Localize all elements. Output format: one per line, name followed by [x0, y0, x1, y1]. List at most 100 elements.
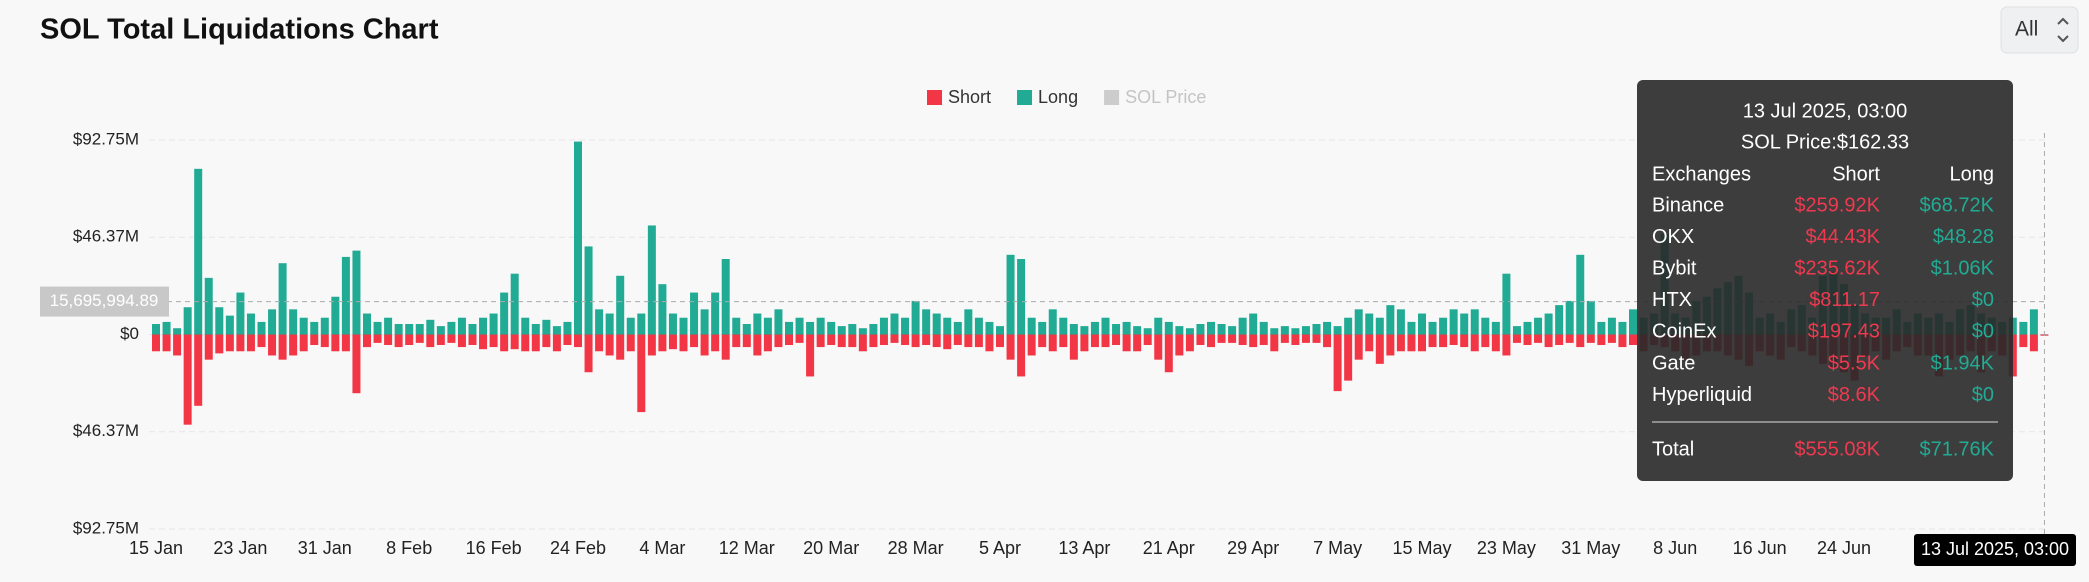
bar	[1418, 313, 1426, 335]
bar	[1555, 305, 1564, 335]
bar	[700, 334, 709, 356]
bar	[1207, 334, 1215, 348]
bar	[1154, 334, 1163, 360]
bar	[500, 334, 509, 352]
legend-label: Long	[1038, 87, 1078, 107]
bar	[1618, 334, 1627, 348]
bar	[869, 334, 878, 348]
bar	[679, 317, 688, 335]
bar	[1090, 321, 1099, 335]
bar	[1196, 324, 1205, 335]
bar	[320, 334, 329, 348]
bar	[848, 324, 857, 335]
bar	[457, 317, 466, 335]
bar	[721, 334, 730, 360]
bar	[616, 334, 625, 360]
bar	[1280, 326, 1289, 335]
bar	[426, 334, 435, 348]
y-tick-label: $46.37M	[73, 421, 139, 440]
range-selector-label[interactable]: All	[2015, 18, 2038, 41]
bar	[1365, 313, 1374, 335]
bar	[1080, 334, 1089, 352]
bar	[552, 326, 561, 335]
bar	[162, 334, 171, 352]
x-tick-label: 8 Feb	[386, 538, 432, 558]
bar	[626, 334, 635, 352]
bar	[1386, 305, 1395, 335]
bar	[1565, 300, 1574, 335]
bar	[890, 334, 899, 343]
bar	[806, 334, 815, 377]
bar	[964, 334, 973, 348]
bar	[1027, 317, 1036, 335]
bar	[1175, 326, 1184, 335]
bar	[1512, 326, 1521, 335]
bar	[1006, 334, 1015, 360]
bar	[405, 334, 414, 345]
bar	[1059, 317, 1068, 335]
bar	[837, 326, 846, 335]
bar	[690, 292, 699, 335]
bar	[457, 334, 466, 348]
tooltip-cell: $0	[1972, 321, 1994, 343]
bar	[996, 334, 1004, 348]
bar	[246, 334, 255, 352]
x-tick-label: 15 May	[1392, 538, 1451, 558]
bar	[742, 324, 751, 335]
bar	[320, 317, 329, 335]
tooltip-title: 13 Jul 2025, 03:00	[1743, 100, 1908, 122]
bar	[816, 334, 825, 348]
bar	[1207, 321, 1215, 335]
x-tick-label: 4 Mar	[639, 538, 685, 558]
bar	[1006, 254, 1015, 335]
bar	[1512, 334, 1521, 343]
bar	[1175, 334, 1184, 356]
chart-title: SOL Total Liquidations Chart	[40, 14, 439, 46]
bar	[574, 334, 582, 348]
bar	[563, 334, 572, 345]
bar	[257, 334, 266, 348]
crosshair-y-label: 15,695,994.89	[50, 291, 159, 310]
y-tick-label: $0	[120, 324, 139, 343]
bar	[637, 313, 646, 335]
bar	[1038, 321, 1047, 335]
bar	[1354, 309, 1363, 335]
tooltip-total: $71.76K	[1919, 438, 1994, 460]
legend-label: SOL Price	[1125, 87, 1206, 107]
bar	[1323, 321, 1332, 335]
bar	[1491, 334, 1500, 352]
bar	[552, 334, 561, 352]
bar	[489, 334, 498, 348]
bar	[415, 324, 424, 335]
bar	[289, 334, 298, 356]
bar	[658, 334, 667, 352]
legend-label: Short	[948, 87, 991, 107]
bar	[563, 321, 572, 335]
bar	[626, 317, 635, 335]
bar	[1586, 300, 1595, 335]
bar	[732, 317, 741, 335]
bar	[964, 309, 973, 335]
bar	[341, 334, 350, 352]
bar	[1196, 334, 1205, 345]
bar	[215, 334, 224, 354]
bar	[1586, 334, 1595, 343]
bar	[246, 313, 255, 335]
selector-icon	[2057, 17, 2069, 43]
bar	[194, 334, 203, 406]
bar	[1534, 317, 1543, 335]
bar	[173, 334, 182, 356]
bar	[1090, 334, 1099, 348]
tooltip-cell: Binance	[1652, 194, 1724, 216]
bar	[1576, 334, 1585, 348]
tooltip-box	[1637, 80, 2013, 481]
bar	[763, 317, 772, 335]
range-selector[interactable]	[2000, 6, 2079, 54]
bar	[426, 319, 435, 335]
bar	[1048, 309, 1057, 335]
x-tick-label: 23 May	[1477, 538, 1536, 558]
bar	[1069, 324, 1078, 335]
bar	[531, 334, 540, 352]
tooltip-total: $555.08K	[1794, 438, 1880, 460]
bar	[363, 313, 371, 335]
